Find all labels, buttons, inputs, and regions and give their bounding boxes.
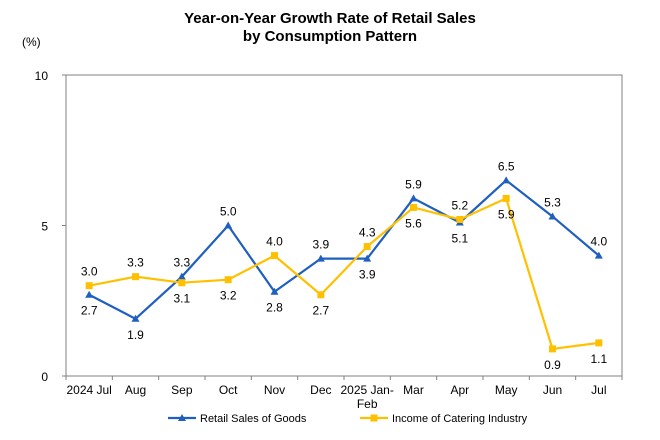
data-point-marker [224, 276, 232, 284]
data-label: 2.7 [81, 304, 98, 318]
x-tick-label: Dec [310, 383, 331, 397]
x-tick-label: Nov [264, 383, 285, 397]
data-point-marker [409, 194, 418, 202]
x-tick-label: Mar [403, 383, 424, 397]
data-point-marker [594, 251, 603, 259]
data-point-marker [178, 279, 186, 287]
data-point-marker [456, 215, 464, 223]
data-point-marker [410, 203, 417, 211]
x-tick-label: 2024 Jul [66, 383, 111, 397]
data-point-marker [224, 221, 233, 229]
data-point-marker [502, 176, 511, 184]
legend-label-2: Income of Catering Industry [392, 413, 528, 425]
data-label: 3.9 [359, 268, 376, 282]
x-tick-label: Apr [450, 383, 469, 397]
data-label: 3.0 [81, 265, 98, 279]
data-point-marker [316, 254, 325, 262]
data-label: 3.3 [173, 256, 190, 270]
x-tick-label: Oct [219, 383, 238, 397]
data-label: 0.9 [544, 358, 561, 372]
data-label: 3.9 [312, 238, 329, 252]
data-label: 5.0 [220, 205, 237, 219]
legend-label-1: Retail Sales of Goods [200, 413, 307, 425]
x-tick-label: Aug [125, 383, 146, 397]
data-label: 5.1 [451, 231, 468, 245]
y-tick-label: 0 [41, 370, 48, 384]
x-tick-label: Jun [543, 383, 562, 397]
data-point-marker [85, 282, 93, 290]
chart-title: Year-on-Year Growth Rate of Retail Sales… [0, 10, 660, 46]
data-label: 3.3 [127, 256, 144, 270]
x-tick-label: May [495, 383, 518, 397]
data-label: 5.6 [405, 216, 422, 230]
legend-marker [370, 414, 378, 422]
series-line-1 [88, 178, 600, 321]
y-axis-unit-label: (%) [22, 35, 41, 49]
chart-title-line-1: Year-on-Year Growth Rate of Retail Sales [184, 10, 476, 27]
series-line-2 [88, 196, 599, 351]
data-label: 2.7 [312, 304, 329, 318]
data-label: 1.1 [590, 352, 607, 366]
x-tick-label: Jul [591, 383, 606, 397]
x-tick-label: Sep [171, 383, 193, 397]
data-label: 4.0 [266, 235, 283, 249]
data-label: 5.3 [544, 195, 561, 209]
data-label: 3.2 [220, 289, 237, 303]
plot-area-frame [65, 74, 623, 377]
data-label: 5.2 [451, 198, 468, 212]
y-tick-label: 10 [35, 69, 49, 83]
data-point-marker [177, 272, 186, 280]
data-point-marker [549, 345, 556, 353]
data-label: 5.9 [498, 207, 515, 221]
data-point-marker [131, 314, 140, 322]
data-point-marker [548, 212, 557, 220]
x-tick-label: 2025 Jan- [340, 383, 393, 397]
x-tick-label: Feb [357, 397, 378, 411]
data-label: 3.1 [173, 292, 190, 306]
data-label: 4.0 [590, 235, 607, 249]
data-label: 2.8 [266, 301, 283, 315]
data-point-marker [271, 252, 278, 260]
data-point-marker [363, 254, 372, 262]
data-point-marker [363, 243, 371, 251]
y-tick-label: 5 [41, 220, 48, 234]
data-point-marker [85, 290, 94, 298]
data-label: 6.5 [498, 159, 515, 173]
data-point-marker [132, 273, 139, 281]
data-point-marker [502, 194, 510, 202]
legend-marker [178, 414, 186, 421]
data-label: 1.9 [127, 328, 144, 342]
data-label: 4.3 [359, 226, 376, 240]
data-point-marker [270, 287, 279, 295]
data-label: 5.9 [405, 177, 422, 191]
chart-title-line-2: by Consumption Pattern [242, 28, 418, 45]
data-point-marker [317, 291, 325, 299]
data-point-marker [595, 339, 603, 347]
